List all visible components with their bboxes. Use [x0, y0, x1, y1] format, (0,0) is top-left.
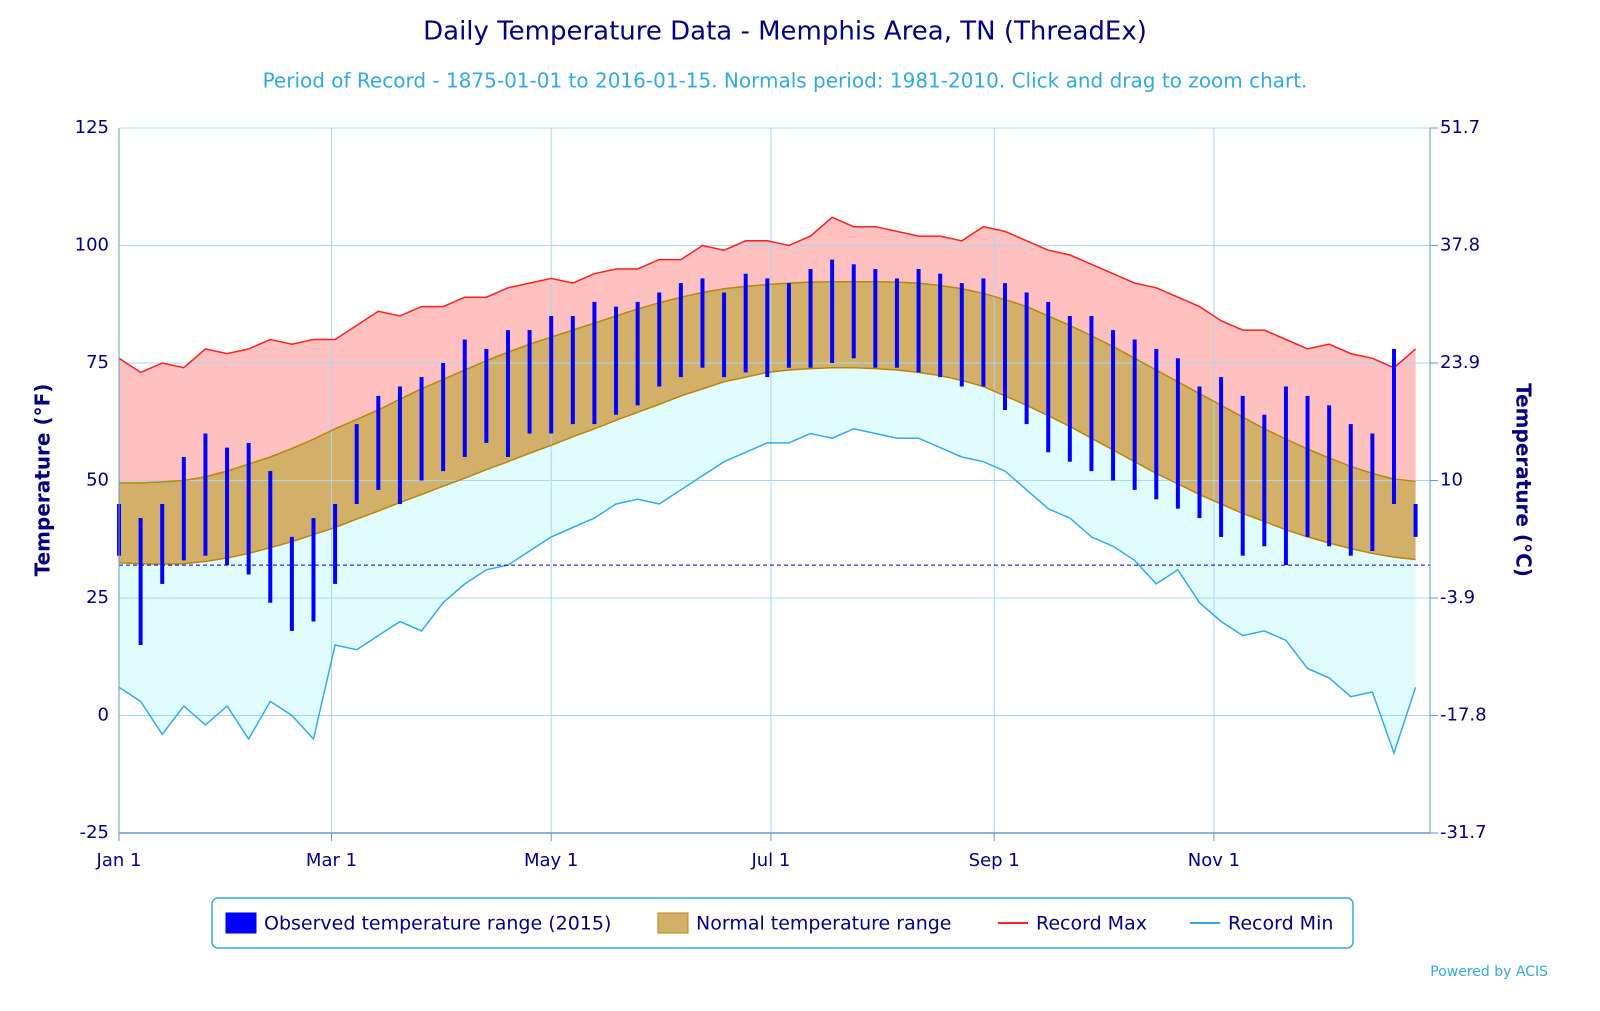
y-tick-label: 0 [98, 705, 109, 726]
y-tick-label: 25 [86, 587, 109, 608]
observed-bar [1413, 504, 1418, 537]
observed-bar [289, 536, 294, 631]
observed-bar [1111, 330, 1116, 481]
y-tick-label: 125 [75, 117, 109, 138]
y2-tick-label: -3.9 [1440, 587, 1475, 608]
legend-swatch [657, 912, 689, 934]
observed-bar [311, 518, 316, 622]
observed-bar [1283, 386, 1288, 566]
observed-bar [894, 278, 899, 368]
observed-bar [938, 273, 943, 378]
observed-bar [225, 447, 230, 566]
x-tick-label: Jul 1 [750, 850, 790, 871]
observed-bar [916, 269, 921, 373]
y-tick-label: 100 [75, 235, 109, 256]
legend-box [211, 897, 1354, 949]
legend-label: Normal temperature range [696, 913, 952, 935]
y-tick-label: 50 [86, 470, 109, 491]
observed-bar [1024, 292, 1029, 425]
observed-bar [635, 301, 640, 406]
observed-bar [678, 283, 683, 378]
observed-bar [1132, 339, 1137, 490]
observed-bar [203, 433, 208, 556]
x-tick-label: Mar 1 [306, 850, 357, 871]
observed-bar [722, 292, 727, 378]
observed-bar [484, 348, 489, 443]
observed-bar [959, 283, 964, 387]
observed-bar [657, 292, 662, 387]
chart-title: Daily Temperature Data - Memphis Area, T… [423, 17, 1147, 47]
y-tick-label: 75 [86, 352, 109, 373]
observed-bar [1391, 348, 1396, 504]
observed-bar [527, 330, 532, 434]
record-max-line [118, 216, 1417, 374]
observed-bar [1327, 405, 1332, 547]
y2-axis-title: Temperature (°C) [1512, 383, 1536, 577]
observed-bar [333, 504, 338, 584]
observed-bar [1305, 395, 1310, 537]
y2-tick-label: -31.7 [1440, 822, 1487, 843]
observed-bar [851, 264, 856, 359]
observed-bar [808, 269, 813, 368]
observed-bar [1046, 301, 1051, 453]
x-tick-label: Jan 1 [96, 850, 142, 871]
record-min-line [118, 428, 1417, 756]
y2-tick-label: 51.7 [1440, 117, 1480, 138]
observed-bar [981, 278, 986, 387]
observed-bar [743, 273, 748, 373]
observed-bar [570, 316, 575, 425]
x-tick-label: Nov 1 [1188, 850, 1240, 871]
chart-subtitle: Period of Record - 1875-01-01 to 2016-01… [263, 69, 1308, 93]
observed-bar [1175, 358, 1180, 509]
observed-bar [614, 306, 619, 415]
observed-bar [549, 316, 554, 434]
observed-bar [1003, 283, 1008, 410]
y2-tick-label: 37.8 [1440, 235, 1480, 256]
observed-bar [1197, 386, 1202, 519]
x-tick-label: May 1 [524, 850, 578, 871]
observed-bar [397, 386, 402, 504]
observed-bar [1089, 316, 1094, 472]
observed-bar [354, 424, 359, 504]
legend-swatch [225, 912, 257, 934]
y2-tick-label: 10 [1440, 470, 1463, 491]
observed-bar [1154, 348, 1159, 500]
observed-bar [268, 471, 273, 603]
record-max-band [119, 217, 1416, 483]
y-tick-label: -25 [80, 822, 109, 843]
observed-bar [1067, 316, 1072, 462]
y2-tick-label: -17.8 [1440, 705, 1487, 726]
observed-bar [1348, 424, 1353, 556]
observed-bar [1370, 433, 1375, 551]
observed-bar [1262, 414, 1267, 547]
observed-bar [700, 278, 705, 368]
observed-bar [1240, 395, 1245, 556]
legend-label: Record Max [1036, 913, 1147, 935]
observed-bar [419, 377, 424, 481]
legend-label: Record Min [1228, 913, 1333, 935]
x-tick-label: Sep 1 [969, 850, 1020, 871]
plot-area [117, 127, 1430, 834]
y2-tick-label: 23.9 [1440, 352, 1480, 373]
observed-bar [873, 269, 878, 368]
observed-bar [160, 504, 165, 584]
observed-bar [786, 283, 791, 368]
observed-bar [592, 301, 597, 425]
y-axis-title: Temperature (°F) [31, 384, 55, 577]
observed-bar [376, 395, 381, 490]
observed-bar [138, 518, 143, 645]
observed-bar [830, 259, 835, 363]
observed-bar [441, 363, 446, 472]
observed-bar [181, 457, 186, 561]
legend-label: Observed temperature range (2015) [264, 913, 611, 935]
observed-bar [462, 339, 467, 457]
credit: Powered by ACIS [1430, 964, 1548, 980]
observed-bar [1219, 377, 1224, 537]
observed-bar [246, 442, 251, 575]
observed-bar [765, 278, 770, 378]
observed-bar [505, 330, 510, 457]
